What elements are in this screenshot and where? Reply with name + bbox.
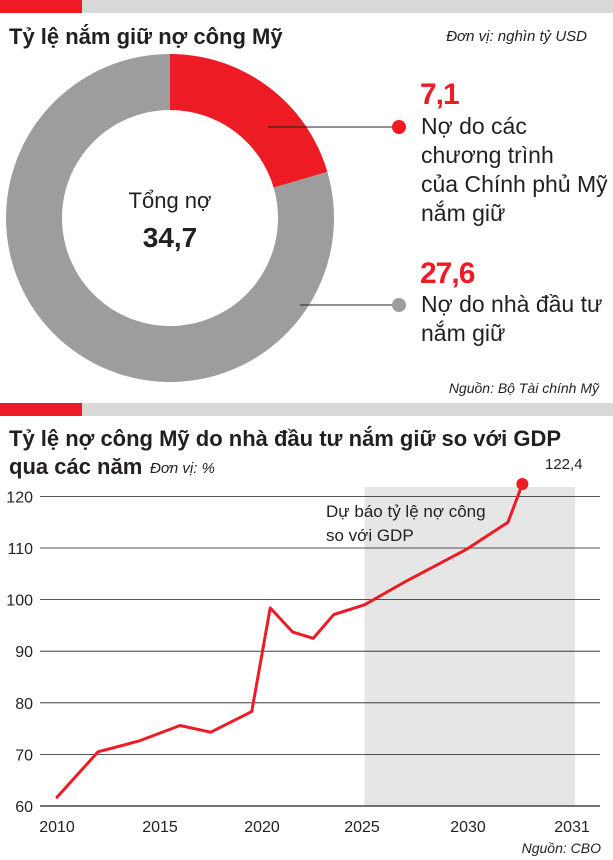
slice-investor-description: Nợ do nhà đầu tư nắm giữ <box>421 290 602 348</box>
end-value-label: 122,4 <box>545 456 583 473</box>
y-tick-label: 90 <box>15 644 33 661</box>
x-tick-label: 2025 <box>344 819 380 836</box>
y-tick-label: 70 <box>15 747 33 764</box>
slice-gov-line: Nợ do các <box>421 113 527 139</box>
section-divider-bar <box>0 403 613 416</box>
forecast-label: Dự báo tỷ lệ nợ công so với GDP <box>326 500 486 548</box>
slice-gov-description: Nợ do các chương trình của Chính phủ Mỹ … <box>421 112 608 228</box>
slice-gov-value: 7,1 <box>420 78 460 111</box>
forecast-band <box>364 487 575 806</box>
slice-gov-line: nắm giữ <box>421 200 506 226</box>
donut-center-value: 34,7 <box>142 222 198 253</box>
donut-unit-label: Đơn vị: nghìn tỷ USD <box>446 28 587 45</box>
slice-gov-line: chương trình <box>421 142 554 168</box>
legend-dot-gov <box>392 120 406 134</box>
x-tick-label: 2030 <box>450 819 486 836</box>
line-title-line: qua các năm <box>9 454 143 479</box>
series-end-point <box>516 478 529 491</box>
donut-slice-investor <box>5 54 335 382</box>
donut-chart-title: Tỷ lệ nắm giữ nợ công Mỹ <box>9 24 283 49</box>
donut-slice-gov <box>170 54 328 188</box>
y-tick-label: 110 <box>7 541 33 558</box>
top-accent-bar <box>0 0 613 13</box>
forecast-label-line: so với GDP <box>326 526 414 545</box>
x-tick-label: 2020 <box>244 819 280 836</box>
x-tick-label: 2031 <box>554 819 590 836</box>
donut-source: Nguồn: Bộ Tài chính Mỹ <box>448 380 599 396</box>
y-tick-label: 120 <box>6 489 33 506</box>
line-chart-title: Tỷ lệ nợ công Mỹ do nhà đầu tư nắm giữ s… <box>9 425 561 481</box>
x-tick-label: 2015 <box>142 819 178 836</box>
section-divider-red <box>0 403 82 416</box>
legend-dot-investor <box>392 298 406 312</box>
line-unit-label: Đơn vị: % <box>150 460 215 477</box>
line-source: Nguồn: CBO <box>521 840 601 856</box>
slice-gov-line: của Chính phủ Mỹ <box>421 171 608 197</box>
forecast-label-line: Dự báo tỷ lệ nợ công <box>326 502 486 521</box>
x-tick-label: 2010 <box>39 819 75 836</box>
y-tick-label: 80 <box>15 696 33 713</box>
donut-chart <box>5 54 406 382</box>
slice-investor-line: Nợ do nhà đầu tư <box>421 291 603 317</box>
y-tick-label: 100 <box>6 593 33 610</box>
line-title-line: Tỷ lệ nợ công Mỹ do nhà đầu tư nắm giữ s… <box>9 426 562 451</box>
y-tick-label: 60 <box>15 799 33 816</box>
slice-investor-value: 27,6 <box>420 257 475 290</box>
donut-center-label: Tổng nợ <box>128 188 212 213</box>
slice-investor-line: nắm giữ <box>421 320 506 346</box>
top-accent-red <box>0 0 82 13</box>
series-line <box>55 482 524 799</box>
